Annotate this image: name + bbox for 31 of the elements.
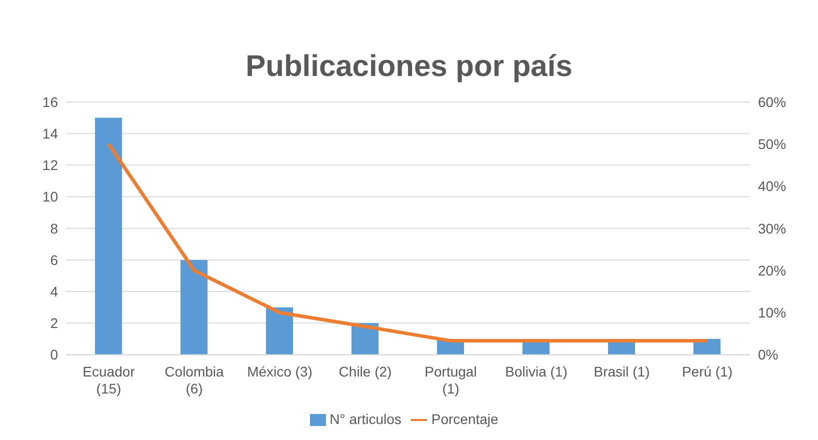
x-tick-label: México (3) (247, 364, 312, 380)
x-tick-label: Portugal (1) (424, 364, 477, 397)
bar (180, 260, 208, 355)
y2-tick-label: 20% (758, 262, 786, 278)
x-tick-label: Chile (2) (338, 364, 392, 380)
y-tick-label: 4 (50, 283, 58, 300)
y-tick-label: 0 (50, 346, 58, 363)
y-tick-label: 16 (42, 94, 58, 110)
bar (95, 118, 122, 355)
y-tick-label: 6 (50, 252, 58, 268)
x-tick-label: Ecuador (15) (82, 364, 136, 397)
legend-label: Porcentaje (431, 410, 498, 427)
y-tick-label: 2 (50, 315, 58, 332)
y2-tick-label: 10% (758, 304, 786, 321)
line-series (107, 142, 709, 343)
y2-tick-label: 30% (758, 220, 786, 236)
y2-tick-label: 60% (758, 94, 786, 110)
x-tick-label: Colombia (6) (164, 364, 224, 397)
x-tick-label: Bolivia (1) (505, 364, 568, 380)
y2-tick-label: 40% (758, 178, 786, 194)
x-tick-label: Brasil (1) (594, 364, 650, 380)
y-tick-label: 10 (42, 188, 58, 205)
x-tick-label: Perú (1) (682, 364, 733, 380)
y2-tick-label: 50% (758, 136, 786, 152)
y-tick-label: 14 (42, 126, 58, 142)
bar (266, 307, 293, 355)
y2-tick-label: 0% (758, 346, 778, 363)
legend-label: N° articulos (330, 410, 402, 427)
y-tick-label: 8 (50, 220, 58, 236)
chart-title: Publicaciones por país (244, 49, 574, 85)
y-tick-label: 12 (42, 157, 58, 174)
